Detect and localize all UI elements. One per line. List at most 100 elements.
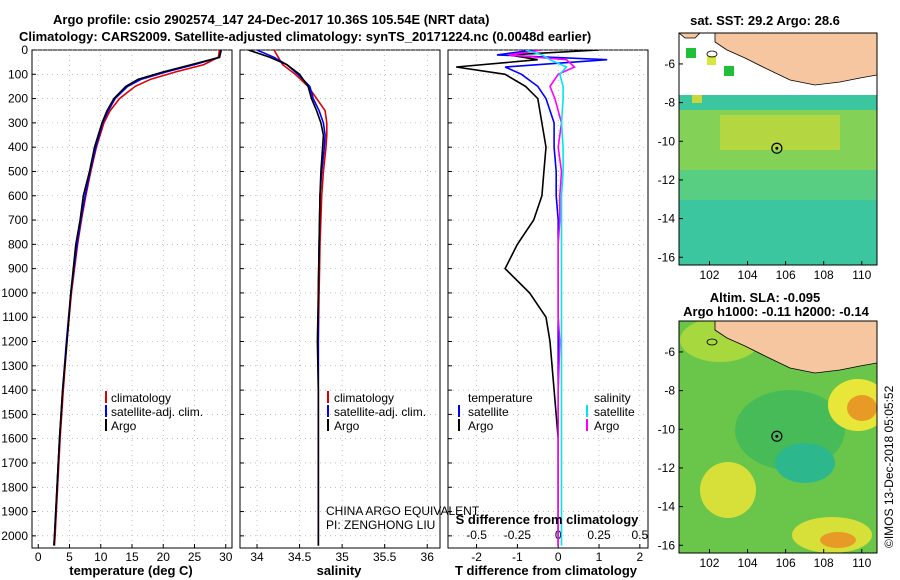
- java-coast: [714, 33, 877, 86]
- sla-low-core: [775, 443, 835, 483]
- lat-tick-label: -12: [658, 461, 676, 475]
- sst-mid-band: [679, 170, 877, 200]
- salinity-series-group: [248, 50, 328, 546]
- x-tick-label: 30: [219, 550, 233, 564]
- lat-tick-label: -14: [658, 212, 676, 226]
- salinity-panel-frame: [239, 49, 441, 549]
- depth-tick-label: 100: [8, 67, 28, 81]
- depth-axis: 0 100 200 300 400 500 600 700 800 900 1000 1100 1200…: [1, 43, 452, 543]
- lon-tick-label: 110: [852, 556, 871, 570]
- differences-s-satellite-line: [525, 50, 568, 546]
- lon-tick-label: 108: [814, 556, 834, 570]
- lat-tick-label: -12: [658, 173, 676, 187]
- legend-t-argo-label: Argo: [468, 419, 494, 433]
- temperature-legend: climatology satellite-adj. clim. Argo: [105, 391, 203, 433]
- x-tick-label: 34: [250, 550, 264, 564]
- legend-s-argo-label: Argo: [594, 419, 620, 433]
- x-tick-label: 0: [35, 550, 42, 564]
- legend-satellite-swatch: [327, 405, 329, 417]
- difference-panel-frame: [447, 49, 649, 549]
- lat-tick-label: -8: [664, 96, 675, 110]
- sla-high-core: [847, 395, 877, 421]
- depth-tick-label: 700: [8, 213, 28, 227]
- lon-tick-label: 104: [738, 268, 758, 282]
- differences-series-group: [456, 50, 608, 546]
- salinity-axis-label: salinity: [317, 563, 363, 578]
- depth-tick-label: 1600: [1, 432, 28, 446]
- depth-tick-label: 500: [8, 164, 28, 178]
- lon-tick-label: 110: [852, 268, 871, 282]
- legend-satellite-label: satellite-adj. clim.: [111, 405, 203, 419]
- x-tick-label: 35.5: [373, 550, 397, 564]
- depth-tick-label: 0: [21, 43, 28, 57]
- lon-tick-label: 108: [814, 268, 834, 282]
- depth-tick-label: 1500: [1, 407, 28, 421]
- lat-tick-label: -10: [658, 134, 676, 148]
- sst-map-title: sat. SST: 29.2 Argo: 28.6: [690, 13, 840, 28]
- sla-map-frame: [678, 320, 878, 554]
- s-tick-label: 0.5: [631, 528, 648, 542]
- legend-t-satellite-label: satellite: [468, 405, 509, 419]
- s-difference-axis-label: S difference from climatology: [456, 512, 640, 527]
- x-tick-label: 2: [636, 550, 643, 564]
- x-tick-label: -1: [512, 550, 523, 564]
- header-line2: Climatology: CARS2009. Satellite-adjuste…: [19, 29, 591, 44]
- lat-tick-label: -14: [658, 500, 676, 514]
- depth-tick-label: 1100: [2, 310, 28, 324]
- argo-position-marker: [771, 430, 783, 442]
- x-tick-label: 15: [125, 550, 139, 564]
- sla-high-core: [820, 532, 856, 548]
- sst-pixel: [692, 95, 702, 103]
- x-axes: 0 5 10 15 20 25 30 34 34.5 35 35.5 36 -2 -1 0 1 2 -0.5 -0.…: [35, 528, 649, 564]
- x-tick-label: 0: [555, 550, 562, 564]
- header-line1: Argo profile: csio 2902574_147 24-Dec-20…: [53, 12, 489, 27]
- x-tick-label: 36: [421, 550, 435, 564]
- depth-tick-label: 1400: [1, 383, 28, 397]
- lat-tick-label: -10: [658, 422, 676, 436]
- argo-position-dot: [775, 146, 779, 150]
- differences-s-argo-line: [509, 50, 576, 546]
- legend-s-satellite-label: satellite: [594, 405, 635, 419]
- sst-map: [679, 33, 877, 265]
- depth-tick-label: 1700: [1, 456, 28, 470]
- s-tick-label: -0.25: [504, 528, 532, 542]
- legend-argo-label: Argo: [334, 419, 360, 433]
- depth-tick-label: 800: [8, 237, 28, 251]
- legend-climatology-swatch: [327, 391, 329, 403]
- depth-tick-label: 1000: [1, 286, 28, 300]
- island-outline: [706, 338, 718, 346]
- x-tick-label: 10: [94, 550, 108, 564]
- temperature-axis-label: temperature (deg C): [69, 563, 193, 578]
- panel-grids: [32, 49, 648, 548]
- legend-temperature-title: temperature: [468, 391, 533, 405]
- lon-tick-label: 106: [776, 268, 796, 282]
- salinity-argo-line: [248, 50, 325, 546]
- x-tick-label: 5: [66, 550, 73, 564]
- lat-tick-label: -16: [658, 250, 676, 264]
- legend-t-satellite-swatch: [458, 405, 460, 417]
- sst-pixel: [686, 48, 696, 58]
- legend-s-satellite-swatch: [586, 405, 588, 417]
- depth-tick-label: 1800: [1, 480, 28, 494]
- sst-pixel: [724, 66, 734, 76]
- platform-annotation: CHINA ARGO EQUIVALENT: [326, 504, 480, 518]
- depth-tick-label: 2000: [1, 529, 28, 543]
- legend-climatology-swatch: [105, 391, 107, 403]
- x-tick-label: 25: [188, 550, 202, 564]
- temperature-series-group: [53, 50, 223, 546]
- legend-salinity-title: salinity: [594, 391, 631, 405]
- depth-tick-label: 600: [8, 189, 28, 203]
- sst-map-frame: [678, 32, 878, 266]
- legend-climatology-label: climatology: [111, 391, 171, 405]
- lat-tick-label: -8: [664, 384, 675, 398]
- java-coast: [714, 321, 877, 374]
- map-axes: 102 104 106 108 110 -6 -8 -10 -12 -14 -16 102 104 106…: [658, 57, 872, 570]
- legend-climatology-label: climatology: [334, 391, 394, 405]
- temperature-satellite-adj-clim--line: [53, 50, 223, 546]
- island-outline: [706, 50, 718, 58]
- depth-tick-label: 200: [8, 92, 28, 106]
- sla-map-title1: Altim. SLA: -0.095: [710, 290, 821, 305]
- profile-lines: [53, 50, 608, 546]
- lat-tick-label: -6: [664, 57, 675, 71]
